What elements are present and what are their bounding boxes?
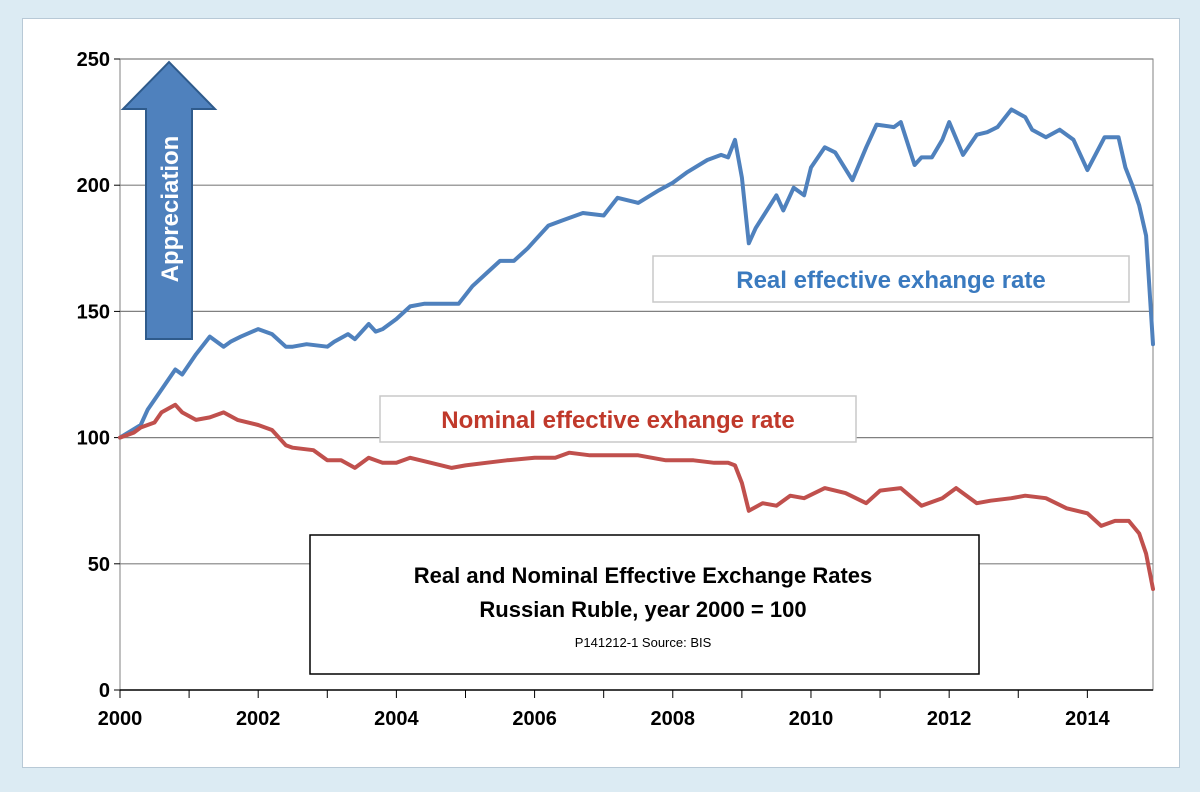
legend-real-label: Real effective exhange rate	[736, 267, 1045, 294]
series-line-nominal	[118, 402, 1155, 591]
exchange-rate-chart: 0 50 100 150 200 250 2000 2002 2004 2006 2008 2010 2…	[77, 49, 1155, 730]
title-box: Real and Nominal Effective Exchange Rate…	[309, 534, 980, 675]
appreciation-arrow-shape	[120, 60, 218, 340]
chart-source: P141212-1 Source: BIS	[575, 635, 712, 650]
y-tick-label-50: 50	[88, 554, 110, 576]
appreciation-label: Appreciation	[157, 136, 184, 283]
x-tick-label-2002: 2002	[236, 708, 281, 730]
x-tick-label-2000: 2000	[98, 708, 143, 730]
legend-nominal-box	[379, 395, 857, 443]
axis-layer: 0 50 100 150 200 250 2000 2002 2004 2006 2008 2010 2…	[77, 49, 1153, 730]
chart-subtitle: Russian Ruble, year 2000 = 100	[479, 597, 806, 622]
series-layer	[118, 107, 1155, 591]
y-tick-label-0: 0	[99, 680, 110, 702]
x-tick-label-2006: 2006	[512, 708, 557, 730]
title-box-border	[309, 534, 980, 675]
x-tick-label-2008: 2008	[651, 708, 696, 730]
y-tick-label-100: 100	[77, 428, 110, 450]
y-tick-label-250: 250	[77, 49, 110, 71]
legend-nominal: Nominal effective exhange rate	[379, 395, 857, 443]
x-tick-label-2012: 2012	[927, 708, 972, 730]
x-tick-label-2004: 2004	[374, 708, 419, 730]
y-tick-label-200: 200	[77, 175, 110, 197]
chart-title: Real and Nominal Effective Exchange Rate…	[414, 563, 873, 588]
legend-real-box	[652, 255, 1130, 303]
x-tick-label-2014: 2014	[1065, 708, 1110, 730]
chart-frame: 0 50 100 150 200 250 2000 2002 2004 2006 2008 2010 2…	[22, 18, 1180, 768]
legend-real: Real effective exhange rate	[652, 255, 1130, 303]
series-line-real	[118, 107, 1155, 440]
legend-nominal-label: Nominal effective exhange rate	[441, 407, 794, 434]
y-tick-label-150: 150	[77, 301, 110, 323]
appreciation-arrow: Appreciation	[120, 60, 218, 340]
x-tick-label-2010: 2010	[789, 708, 834, 730]
